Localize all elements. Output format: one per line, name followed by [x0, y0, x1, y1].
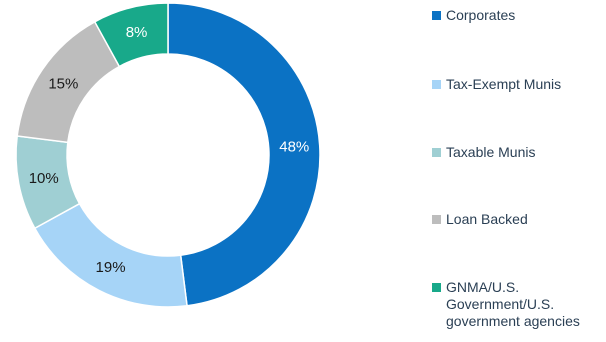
- legend-swatch-5: [432, 283, 441, 292]
- legend-label-4-line-1: Loan Backed: [446, 211, 528, 227]
- legend-label-5-line-1: GNMA/U.S.: [446, 279, 520, 295]
- slice-value-label-2: 19%: [96, 259, 126, 276]
- legend-swatch-1: [432, 11, 441, 20]
- slice-value-label-3: 10%: [29, 170, 59, 187]
- chart-legend: Corporates Tax-Exempt Munis Taxable Munis L…: [432, 0, 606, 342]
- legend-swatch-3: [432, 148, 441, 157]
- slice-value-label-1: 48%: [279, 139, 309, 156]
- donut-slice-1: [167, 2, 321, 307]
- legend-item-3: Taxable Munis: [432, 144, 606, 161]
- legend-swatch-4: [432, 215, 441, 224]
- legend-label-5-line-2: Government/U.S.: [446, 296, 555, 312]
- donut-slice-5: [93, 2, 169, 68]
- legend-item-4: Loan Backed: [432, 211, 606, 228]
- legend-item-2: Tax-Exempt Munis: [432, 76, 606, 93]
- legend-label-3-line-1: Taxable Munis: [446, 144, 536, 160]
- legend-item-5: GNMA/U.S. Government/U.S. government agenc…: [432, 279, 606, 330]
- legend-label-5-line-3: government agencies: [446, 313, 580, 329]
- legend-item-1: Corporates: [432, 7, 606, 24]
- legend-swatch-2: [432, 80, 441, 89]
- slice-value-label-5: 8%: [126, 24, 148, 41]
- slice-value-label-4: 15%: [48, 75, 78, 92]
- legend-label-2-line-1: Tax-Exempt Munis: [446, 76, 562, 92]
- donut-slice-2: [33, 202, 188, 308]
- donut-chart: 48% 19% 10% 15% 8%: [15, 2, 321, 308]
- legend-label-1-line-1: Corporates: [446, 7, 516, 23]
